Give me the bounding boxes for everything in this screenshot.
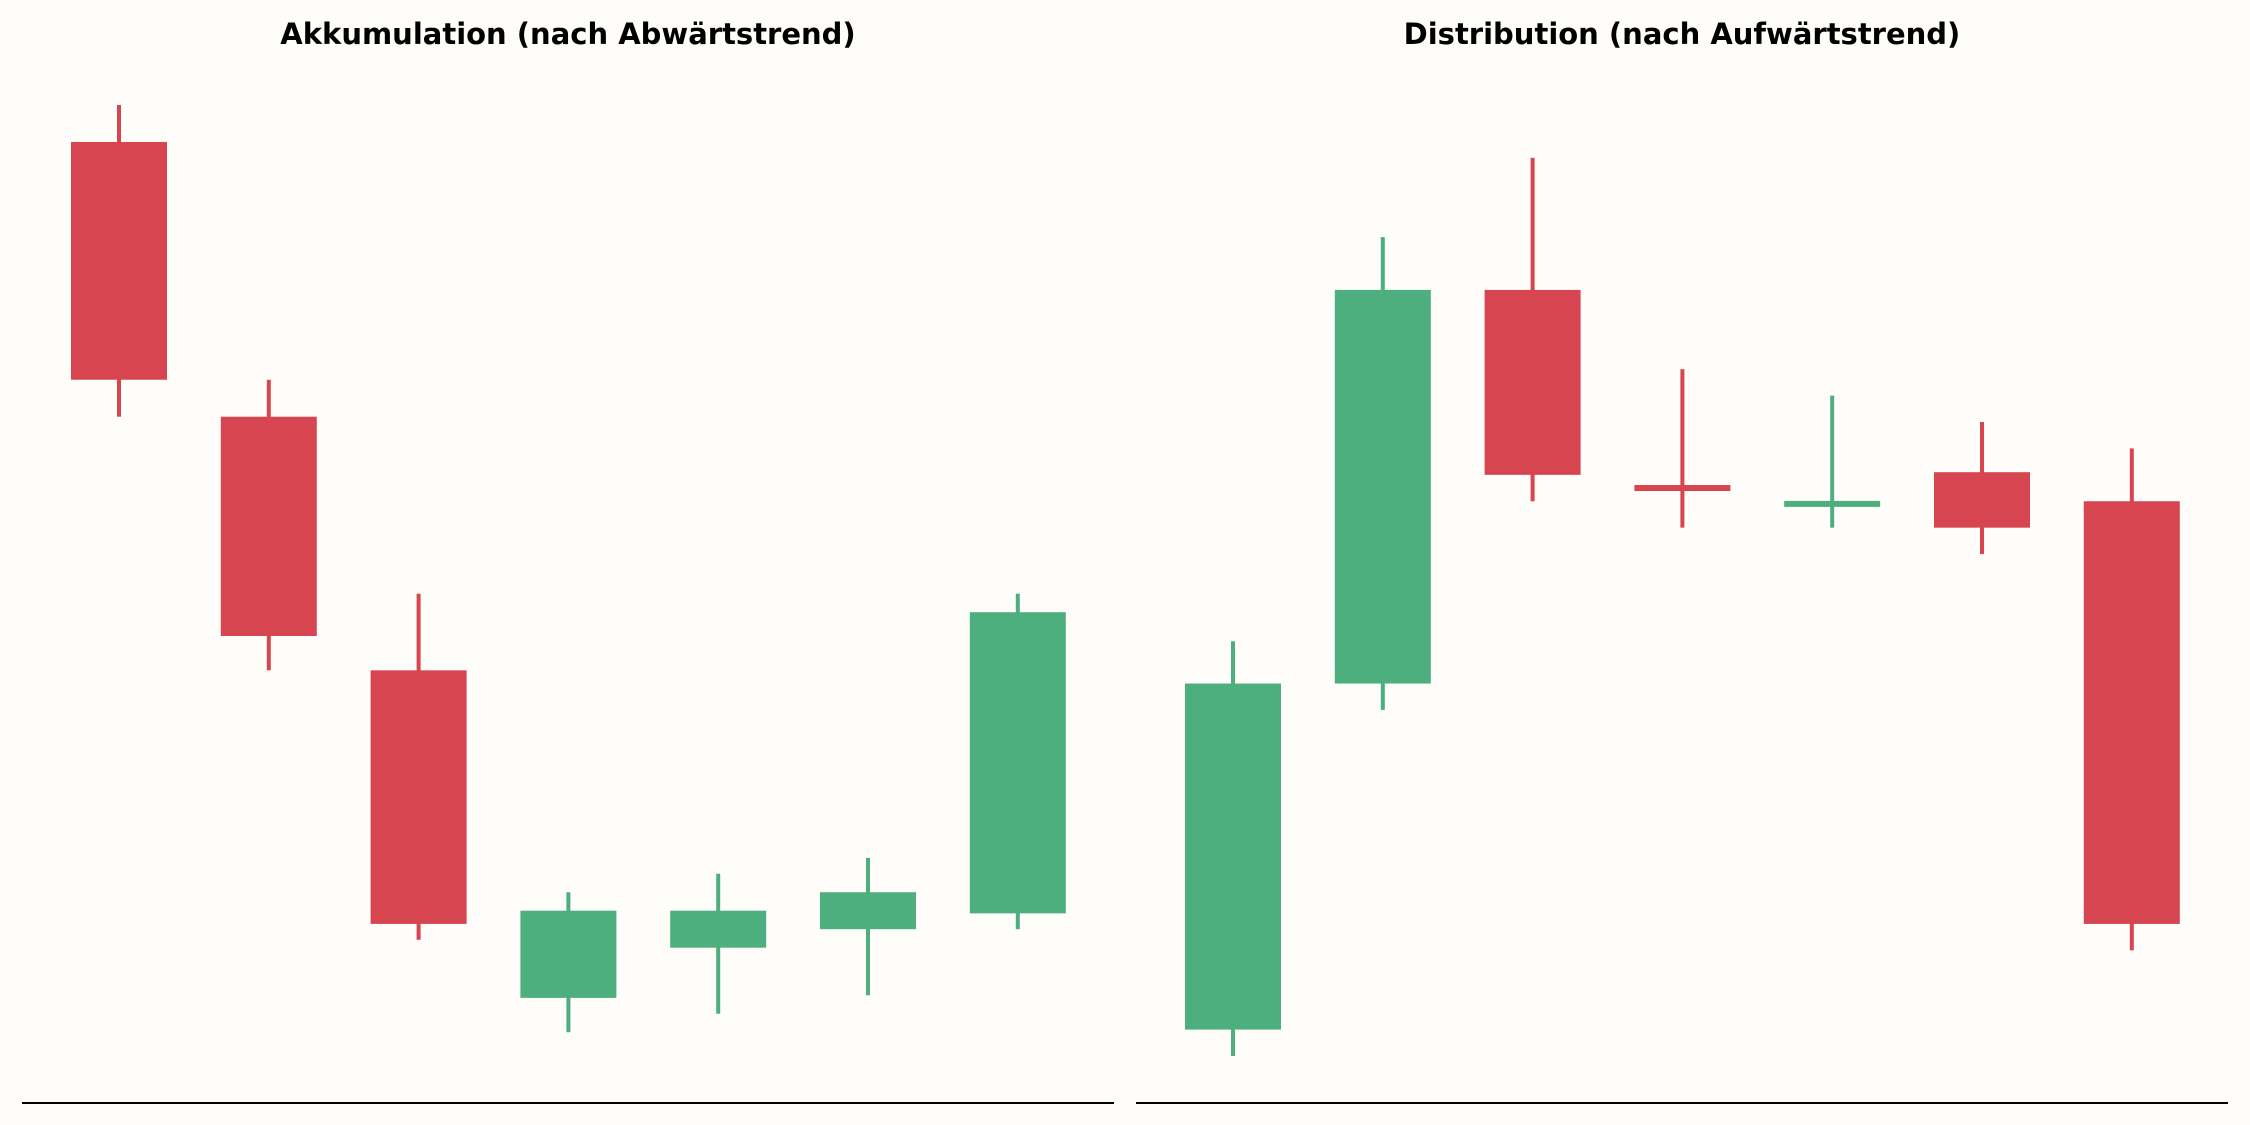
candle-body [1484, 289, 1581, 475]
accumulation-panel: Akkumulation (nach Abwärtstrend) [22, 17, 1114, 1104]
candle [1185, 641, 1281, 1056]
candle-body [71, 141, 167, 380]
candle-wick [1830, 395, 1835, 528]
candle [969, 593, 1066, 930]
candle [2083, 448, 2180, 951]
candle-body [1784, 500, 1881, 507]
candle [1334, 237, 1431, 710]
candle [220, 379, 317, 671]
candle [1784, 395, 1881, 528]
candle-body [1185, 683, 1281, 1030]
candle [520, 892, 617, 1033]
candle-body [1634, 485, 1731, 492]
candle-body [2083, 501, 2180, 924]
distribution-candles [1185, 157, 2180, 1056]
candle-body [1934, 472, 2030, 528]
candle [71, 105, 167, 417]
distribution-panel: Distribution (nach Aufwärtstrend) [1136, 17, 2228, 1104]
candle [670, 873, 767, 1014]
candle [1484, 157, 1581, 502]
candle-wick [1680, 369, 1685, 528]
candle [1934, 422, 2030, 555]
candle-body [820, 892, 916, 930]
candle-body [969, 612, 1066, 914]
accumulation-title: Akkumulation (nach Abwärtstrend) [280, 17, 855, 51]
candle-body [220, 416, 317, 636]
candle-body [1334, 289, 1431, 684]
candle-body [670, 910, 767, 948]
candle-body [520, 910, 617, 998]
candle [820, 857, 916, 996]
distribution-title: Distribution (nach Aufwärtstrend) [1404, 17, 1961, 51]
candle [370, 593, 467, 940]
candle-body [370, 670, 467, 924]
accumulation-candles [71, 105, 1066, 1033]
candle [1634, 369, 1731, 528]
